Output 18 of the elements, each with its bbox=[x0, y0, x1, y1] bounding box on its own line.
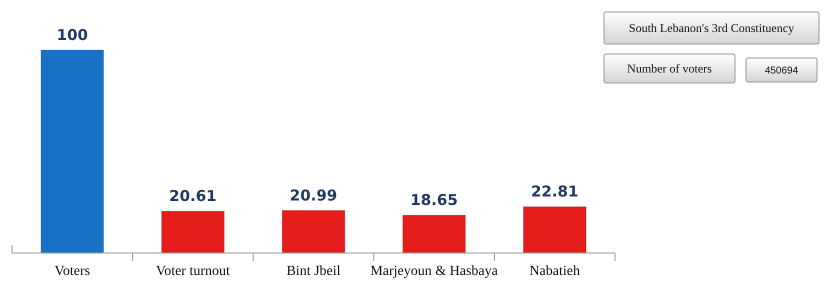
x-tick-label: Voter turnout bbox=[156, 264, 230, 279]
x-tick-label: Marjeyoun & Hasbaya bbox=[370, 264, 499, 279]
bar bbox=[161, 210, 225, 254]
text-box: Number of voters bbox=[604, 54, 736, 84]
data-label: 20.61 bbox=[169, 187, 217, 206]
x-tick-label: Voters bbox=[54, 264, 90, 279]
bar bbox=[282, 210, 346, 254]
data-label: 18.65 bbox=[410, 191, 458, 210]
bar bbox=[40, 50, 104, 254]
x-tick-label: Bint Jbeil bbox=[286, 264, 341, 279]
bar bbox=[523, 206, 586, 254]
bar bbox=[402, 214, 466, 254]
text-box: South Lebanon's 3rd Constituency bbox=[604, 12, 820, 44]
data-label: 20.99 bbox=[290, 186, 338, 204]
x-tick-label: Nabatieh bbox=[529, 264, 580, 279]
data-label: 22.81 bbox=[530, 182, 578, 201]
text-box: 450694 bbox=[746, 58, 818, 82]
data-label: 100 bbox=[56, 26, 88, 44]
